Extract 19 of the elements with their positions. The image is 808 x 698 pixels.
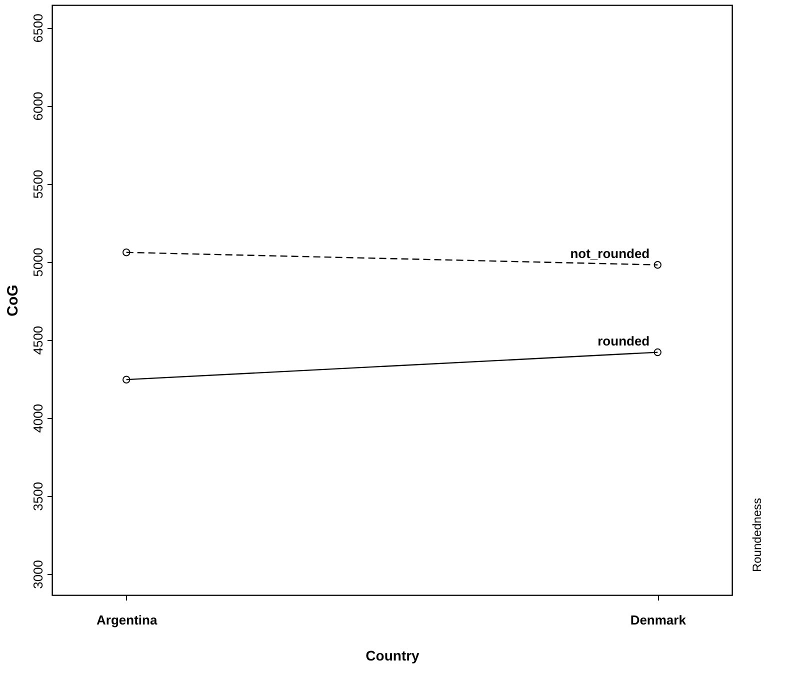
y-tick-label: 3000	[30, 560, 46, 589]
legend-title: Roundedness	[750, 498, 764, 572]
y-tick-label: 3500	[30, 482, 46, 511]
x-axis-title: Country	[366, 648, 420, 664]
y-tick-label: 4000	[30, 404, 46, 433]
point	[654, 348, 662, 356]
x-tick-label: Argentina	[96, 612, 158, 628]
point	[122, 376, 130, 384]
point	[654, 261, 662, 269]
series-label: rounded	[598, 333, 650, 348]
x-tick-label: Denmark	[630, 612, 687, 628]
y-tick-label: 6000	[30, 92, 46, 121]
series-label: not_rounded	[570, 246, 650, 261]
y-tick-label: 5500	[30, 170, 46, 199]
y-tick-label: 6500	[30, 14, 46, 43]
y-axis-title: CoG	[4, 284, 22, 316]
point	[122, 248, 130, 256]
y-tick-label: 5000	[30, 248, 46, 277]
y-tick-label: 4500	[30, 326, 46, 355]
